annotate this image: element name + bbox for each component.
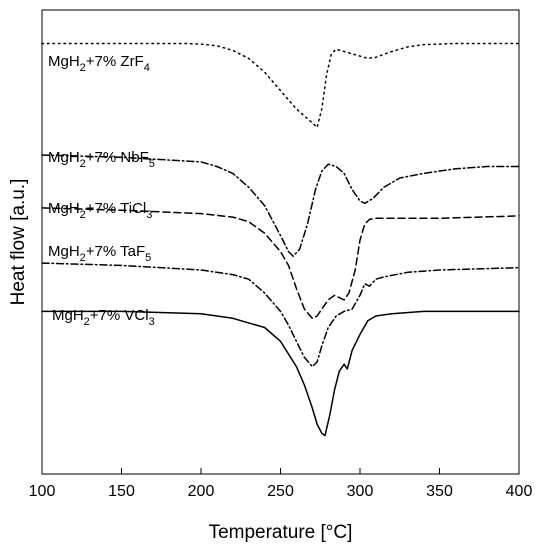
series-label-part: 2 [80, 62, 86, 74]
series-label-part: 5 [149, 158, 155, 170]
x-tick-label: 300 [347, 483, 374, 500]
y-axis-label: Heat flow [a.u.] [8, 179, 29, 306]
series-label-part: MgH [48, 243, 80, 260]
series-label-part: MgH [48, 53, 80, 70]
series-line-zrf4 [41, 42, 520, 129]
series-label-part: 2 [80, 209, 86, 221]
x-tick-label: 200 [188, 483, 215, 500]
series-line-nbf5 [41, 154, 520, 257]
series-label-ticl3: MgH2+7% TiCl3 [48, 200, 152, 221]
series-line-taf5 [41, 262, 520, 368]
series-label-part: +7% TaF [86, 243, 145, 260]
series-label-part: 2 [80, 252, 86, 264]
series-label-part: +7% VCl [90, 307, 149, 324]
series-label-vcl3: MgH2+7% VCl3 [52, 307, 155, 328]
x-tick-label: 400 [506, 483, 533, 500]
series-label-part: 3 [149, 316, 155, 328]
x-tick-label: 350 [426, 483, 453, 500]
series-label-part: 3 [146, 209, 152, 221]
series-label-nbf5: MgH2+7% NbF5 [48, 149, 155, 170]
series-label-part: 2 [84, 316, 90, 328]
x-tick-label: 100 [29, 483, 56, 500]
series-label-part: MgH [48, 200, 80, 217]
plot-frame [41, 9, 520, 475]
series-label-part: +7% TiCl [86, 200, 146, 217]
series-label-part: MgH [52, 307, 84, 324]
series-line-ticl3 [41, 207, 520, 320]
series-label-part: +7% ZrF [86, 53, 144, 70]
series-label-part: 2 [80, 158, 86, 170]
series-label-taf5: MgH2+7% TaF5 [48, 243, 151, 264]
series-label-part: 4 [144, 62, 150, 74]
series-label-part: 5 [145, 252, 151, 264]
x-tick-label: 250 [267, 483, 294, 500]
series-label-part: MgH [48, 149, 80, 166]
x-ticks: 100 150 200 250 300 350 400 [29, 468, 533, 500]
x-tick-label: 150 [108, 483, 135, 500]
series-label-zrf4: MgH2+7% ZrF4 [48, 53, 150, 74]
series-line-vcl3 [41, 310, 520, 437]
x-axis-label: Temperature [°C] [209, 522, 353, 543]
series-label-part: +7% NbF [86, 149, 149, 166]
series-lines [41, 42, 520, 437]
